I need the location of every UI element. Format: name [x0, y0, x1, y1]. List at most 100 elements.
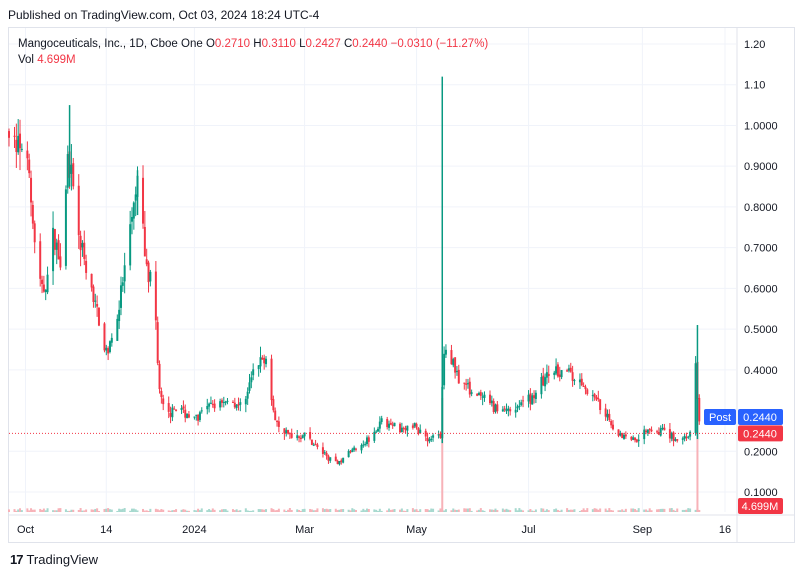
price-chart[interactable]: 1.20 1.10 1.0000 0.9000 0.8000 0.7000 0.6000 0.…	[0, 0, 804, 545]
volume-bar	[299, 510, 302, 512]
volume-bar	[257, 509, 260, 512]
candle	[270, 354, 273, 406]
candle	[90, 273, 93, 292]
candle-body	[197, 415, 200, 421]
volume-bar	[593, 508, 596, 512]
candle-body	[400, 427, 403, 433]
volume-bar	[534, 509, 537, 512]
candle	[265, 356, 268, 368]
candle	[312, 442, 315, 447]
candle	[503, 405, 506, 412]
candle-body	[296, 435, 299, 439]
candle-body	[290, 433, 293, 438]
volume-bar	[220, 509, 223, 512]
volume-bar	[479, 508, 482, 512]
candle-body	[553, 372, 556, 375]
candle	[470, 389, 473, 397]
volume-bar	[209, 510, 212, 512]
volume-bar	[610, 510, 613, 512]
candle	[687, 435, 690, 440]
volume-bar	[327, 509, 330, 512]
candle	[556, 362, 559, 378]
volume-bar	[531, 510, 534, 512]
volume-bar	[206, 510, 209, 512]
x-tick-label: 16	[719, 524, 731, 536]
volume-bar	[41, 509, 44, 512]
volume-bar	[354, 510, 357, 512]
candle	[314, 439, 317, 446]
chart-legend: Mangoceuticals, Inc., 1D, Cboe One O0.27…	[18, 36, 488, 68]
candle	[336, 459, 339, 465]
volume-bar	[13, 509, 16, 512]
candle	[545, 364, 548, 385]
candle-body	[481, 396, 484, 398]
candle-body	[483, 394, 486, 398]
candle	[593, 392, 596, 401]
candle-body	[428, 439, 431, 442]
volume-bar	[520, 509, 523, 512]
candle-body	[672, 432, 675, 441]
volume-bar	[569, 509, 572, 512]
candle-body	[534, 392, 537, 399]
volume-bar	[134, 509, 137, 512]
post-price-box	[738, 409, 783, 425]
candle	[118, 300, 121, 329]
candle	[288, 432, 291, 439]
candle	[233, 397, 236, 409]
volume-bar	[94, 508, 97, 512]
volume-bar	[566, 508, 569, 512]
volume-bar	[81, 510, 84, 512]
candle-body	[132, 202, 135, 219]
volume-bar	[496, 510, 499, 512]
candle	[52, 211, 55, 285]
candle-body	[494, 404, 497, 412]
candle	[553, 370, 556, 380]
candle	[46, 266, 49, 295]
candle	[19, 119, 22, 171]
candle-body	[77, 185, 80, 236]
candle-body	[571, 372, 574, 381]
candle	[41, 275, 44, 294]
volume-bar	[444, 509, 447, 512]
volume-bar	[15, 510, 18, 512]
candle-body	[516, 406, 519, 409]
volume-bar	[661, 508, 664, 512]
volume-bar	[64, 509, 67, 512]
candle	[698, 394, 701, 425]
volume-bar	[334, 508, 337, 512]
x-tick-label: 14	[100, 524, 112, 536]
candle-body	[41, 279, 44, 284]
candle-body	[540, 377, 543, 395]
volume-bar	[377, 510, 380, 512]
candle-body	[393, 422, 396, 427]
volume-bar	[248, 510, 251, 512]
candle-body	[676, 439, 679, 441]
candle	[92, 284, 95, 308]
volume-bar	[501, 508, 504, 512]
chart-frame[interactable]	[8, 27, 795, 543]
candle	[492, 398, 495, 414]
candle	[657, 427, 660, 436]
candle-body	[316, 444, 319, 448]
volume-bar	[545, 509, 548, 512]
candle-body	[542, 375, 545, 386]
candle-body	[175, 409, 178, 411]
candle	[674, 437, 677, 442]
volume-bar	[362, 508, 365, 512]
volume-bar	[340, 509, 343, 512]
candle-body	[468, 381, 471, 395]
candle-body	[389, 422, 392, 425]
volume-bar	[380, 510, 383, 512]
volume-bar	[316, 508, 319, 512]
candle	[85, 254, 88, 280]
footer-brand[interactable]: 17 TradingView	[10, 552, 98, 567]
candle-body	[377, 428, 380, 432]
candle	[349, 450, 352, 454]
candle-body	[650, 429, 653, 432]
volume-bar	[621, 509, 624, 512]
candle-body	[556, 364, 559, 377]
volume-bar	[659, 508, 662, 512]
candle-body	[272, 399, 275, 411]
candle-body	[509, 409, 512, 412]
candle-body	[154, 271, 157, 321]
